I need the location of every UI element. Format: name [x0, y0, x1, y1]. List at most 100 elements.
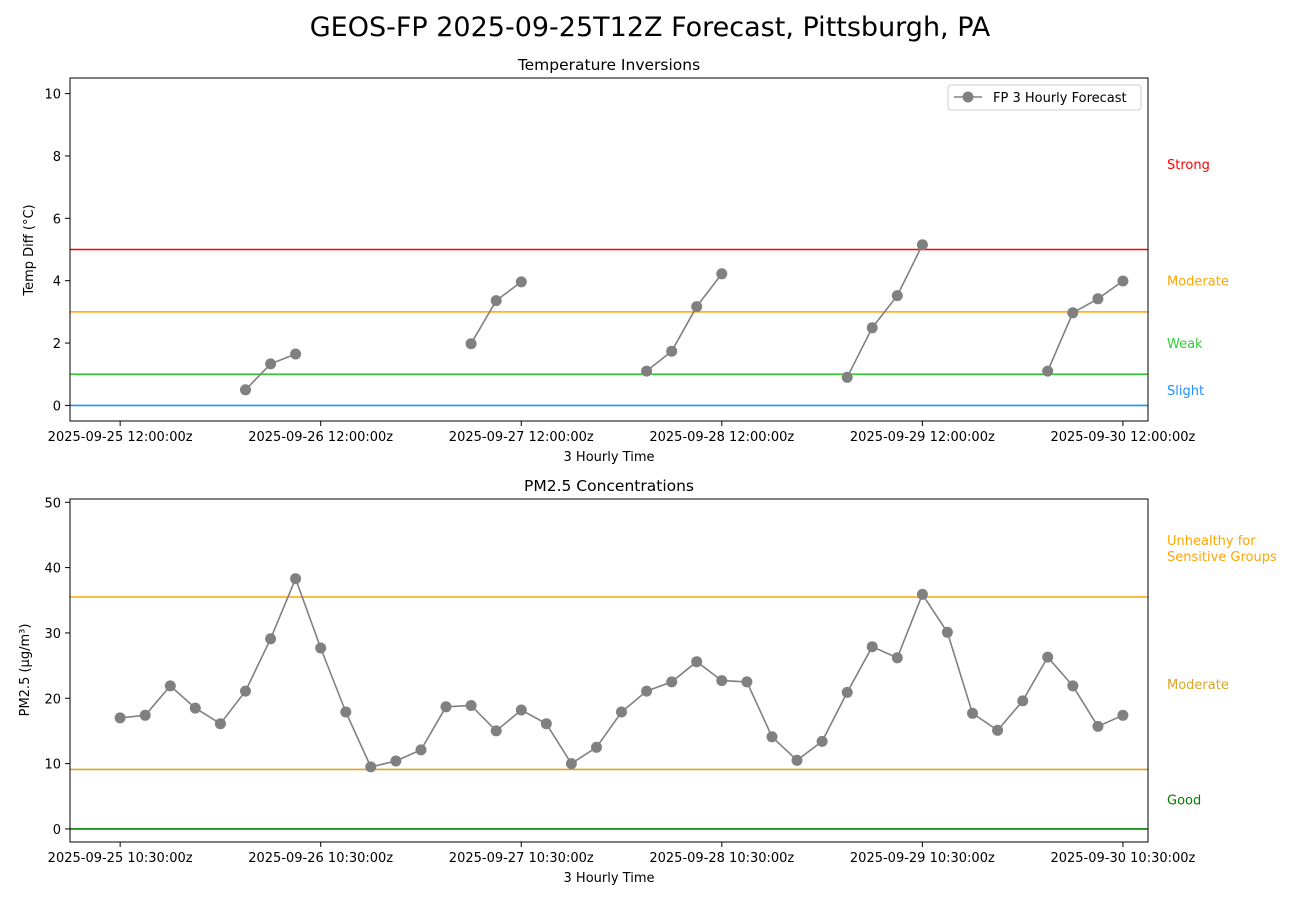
data-point: [766, 731, 778, 743]
threshold-lines: [70, 248, 1148, 407]
threshold-label: Moderate: [1167, 678, 1229, 693]
data-point: [139, 709, 151, 721]
threshold-labels: Slight Weak Moderate Strong: [1167, 158, 1229, 399]
threshold-label: Weak: [1167, 337, 1203, 352]
data-point: [440, 701, 452, 713]
data-point: [891, 652, 903, 664]
x-tick-label: 2025-09-29 12:00:00z: [850, 430, 995, 445]
series-lines: [244, 244, 1124, 391]
y-tick-label: 2: [53, 337, 61, 352]
data-point: [716, 268, 728, 280]
y-tick-label: 4: [53, 275, 61, 290]
y-axis-label: Temp Diff (°C): [22, 204, 37, 296]
legend: FP 3 Hourly Forecast: [947, 84, 1142, 111]
data-point: [265, 633, 277, 645]
data-point: [340, 706, 352, 718]
data-point: [992, 724, 1004, 736]
data-point: [265, 358, 277, 370]
x-axis-ticks: 2025-09-25 12:00:00z 2025-09-26 12:00:00z…: [48, 421, 1196, 445]
y-tick-label: 20: [44, 692, 61, 707]
x-tick-label: 2025-09-30 12:00:00z: [1050, 430, 1195, 445]
data-point: [565, 758, 577, 770]
data-point: [214, 718, 226, 730]
y-axis-label: PM2.5 (µg/m³): [18, 624, 33, 717]
y-tick-label: 6: [53, 212, 61, 227]
data-point: [616, 706, 627, 718]
x-tick-label: 2025-09-27 12:00:00z: [449, 430, 594, 445]
data-point: [1067, 307, 1079, 319]
data-point: [189, 702, 201, 714]
data-point: [1117, 275, 1129, 287]
data-point: [1092, 293, 1104, 305]
data-point: [315, 642, 327, 654]
x-tick-label: 2025-09-27 10:30:00z: [449, 851, 594, 866]
chart-title: PM2.5 Concentrations: [524, 477, 694, 495]
data-point: [866, 641, 878, 653]
data-points: [240, 239, 1129, 396]
series-lines: [120, 576, 1124, 768]
chart-title: Temperature Inversions: [517, 56, 700, 74]
data-point: [591, 741, 602, 753]
series-line: [120, 576, 1124, 768]
data-point: [490, 725, 502, 737]
data-point: [240, 384, 251, 396]
data-point: [691, 656, 703, 668]
data-point: [841, 371, 853, 383]
threshold-label: Good: [1167, 794, 1201, 809]
data-point: [1092, 720, 1104, 732]
data-point: [240, 685, 251, 697]
pm25-chart: PM2.5 Concentrations 3 Hourly Time PM2.5…: [18, 477, 1277, 886]
data-point: [967, 707, 978, 719]
x-tick-label: 2025-09-29 10:30:00z: [850, 851, 995, 866]
plot-frame: [69, 498, 1149, 843]
threshold-lines: [70, 596, 1148, 830]
y-tick-label: 10: [44, 88, 61, 103]
x-tick-label: 2025-09-26 12:00:00z: [248, 430, 393, 445]
series-line: [846, 244, 924, 378]
legend-label: FP 3 Hourly Forecast: [993, 91, 1127, 106]
threshold-label: Slight: [1167, 384, 1204, 399]
x-axis-ticks: 2025-09-25 10:30:00z 2025-09-26 10:30:00z…: [48, 842, 1196, 866]
data-point: [490, 295, 502, 307]
data-point: [164, 680, 176, 692]
data-point: [741, 676, 753, 688]
data-points: [114, 573, 1129, 773]
data-point: [1042, 651, 1054, 663]
plot-frame: [69, 77, 1149, 422]
data-point: [290, 348, 302, 360]
y-tick-label: 50: [44, 496, 61, 511]
y-tick-label: 30: [44, 627, 61, 642]
data-point: [515, 704, 527, 716]
data-point: [415, 744, 427, 756]
x-tick-label: 2025-09-25 12:00:00z: [48, 430, 193, 445]
data-point: [1042, 365, 1054, 377]
data-point: [716, 675, 728, 687]
y-tick-label: 0: [53, 823, 61, 838]
x-axis-label: 3 Hourly Time: [564, 871, 655, 886]
legend-marker: [962, 91, 974, 103]
data-point: [791, 754, 803, 766]
y-axis-ticks: 0 2 4 6 8 10: [44, 88, 70, 414]
data-point: [691, 301, 703, 313]
legend-box: [947, 84, 1142, 111]
y-axis-ticks: 0 10 20 30 40 50: [44, 496, 70, 838]
data-point: [290, 573, 302, 585]
data-point: [1067, 680, 1079, 692]
x-tick-label: 2025-09-25 10:30:00z: [48, 851, 193, 866]
data-point: [916, 239, 928, 251]
data-point: [390, 755, 402, 767]
data-point: [365, 761, 377, 773]
threshold-label: Moderate: [1167, 275, 1229, 290]
data-point: [114, 712, 126, 724]
series-line: [470, 281, 522, 345]
data-point: [816, 735, 828, 747]
y-tick-label: 40: [44, 562, 61, 577]
threshold-label: Unhealthy for Sensitive Groups: [1167, 534, 1277, 565]
data-point: [1117, 709, 1129, 721]
x-axis-label: 3 Hourly Time: [564, 450, 655, 465]
threshold-labels: Good Moderate Unhealthy for Sensitive Group…: [1167, 534, 1277, 809]
threshold-label: Strong: [1167, 158, 1210, 173]
y-tick-label: 10: [44, 758, 61, 773]
data-point: [465, 700, 477, 711]
